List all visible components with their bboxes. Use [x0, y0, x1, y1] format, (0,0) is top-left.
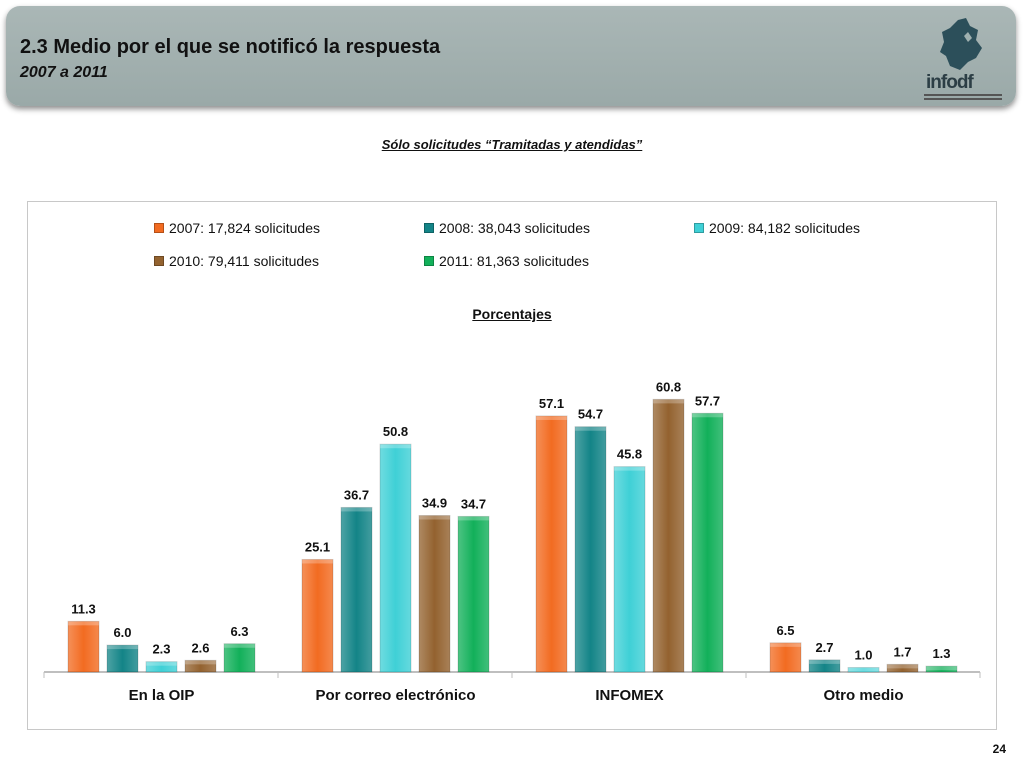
bar: [301, 558, 334, 673]
bar: [574, 426, 607, 673]
page-title: 2.3 Medio por el que se notificó la resp…: [20, 36, 441, 58]
chart-area: 2007: 17,824 solicitudes 2008: 38,043 sol…: [27, 201, 997, 730]
chart-title: Porcentajes: [472, 306, 552, 322]
bar-highlight: [146, 661, 177, 666]
bar-highlight: [185, 660, 216, 665]
bar-highlight: [809, 659, 840, 664]
bar: [808, 659, 841, 673]
data-label: 57.1: [539, 396, 564, 411]
bar-highlight: [536, 415, 567, 420]
bar-highlight: [224, 643, 255, 648]
header-banner: 2.3 Medio por el que se notificó la resp…: [6, 6, 1016, 106]
bar: [145, 661, 178, 673]
chart-note: Sólo solicitudes “Tramitadas y atendidas…: [381, 137, 643, 152]
category-label: En la OIP: [129, 687, 195, 704]
data-label: 6.3: [230, 624, 248, 639]
legend-swatch: [154, 223, 164, 233]
bar-highlight: [419, 515, 450, 520]
bar: [457, 515, 490, 673]
bar-highlight: [380, 444, 411, 449]
data-label: 2.3: [152, 642, 170, 657]
legend-item: 2008: 38,043 solicitudes: [424, 220, 590, 236]
data-label: 2.7: [815, 640, 833, 655]
bar: [535, 415, 568, 673]
data-label: 1.7: [893, 644, 911, 659]
bar-highlight: [107, 645, 138, 650]
bar: [613, 466, 646, 673]
data-label: 1.0: [854, 648, 872, 663]
bar-highlight: [926, 666, 957, 671]
data-label: 25.1: [305, 539, 330, 554]
bar-highlight: [770, 642, 801, 647]
data-label: 36.7: [344, 487, 369, 502]
bar-highlight: [575, 426, 606, 431]
legend-swatch: [424, 223, 434, 233]
legend-label: 2010: 79,411 solicitudes: [169, 253, 319, 269]
legend-item: 2011: 81,363 solicitudes: [424, 253, 589, 269]
bar: [106, 644, 139, 673]
legend-swatch: [154, 256, 164, 266]
bar-highlight: [302, 559, 333, 564]
bar: [886, 663, 919, 673]
data-label: 6.5: [776, 623, 794, 638]
infodf-logo: infodf: [920, 16, 1006, 102]
data-label: 2.6: [191, 640, 209, 655]
bar: [847, 667, 880, 673]
category-label: Otro medio: [823, 687, 903, 704]
data-label: 50.8: [383, 424, 408, 439]
bar: [925, 665, 958, 673]
legend-label: 2009: 84,182 solicitudes: [709, 220, 860, 236]
data-label: 54.7: [578, 407, 603, 422]
data-label: 11.3: [71, 601, 96, 616]
data-label: 45.8: [617, 447, 642, 462]
data-label: 6.0: [113, 625, 131, 640]
bar: [223, 643, 256, 673]
legend-item: 2007: 17,824 solicitudes: [154, 220, 320, 236]
bar-highlight: [887, 664, 918, 669]
category-label: INFOMEX: [595, 687, 663, 704]
legend-swatch: [694, 223, 704, 233]
legend-label: 2007: 17,824 solicitudes: [169, 220, 320, 236]
bar: [67, 620, 100, 673]
data-label: 57.7: [695, 393, 720, 408]
legend-item: 2010: 79,411 solicitudes: [154, 253, 319, 269]
bar-highlight: [848, 667, 879, 672]
legend-item: 2009: 84,182 solicitudes: [694, 220, 860, 236]
bar-chart: 11.3 6.0 2.3 2.6 6.3 En la OIP 25.1 36.7 50.8 34.…: [43, 379, 981, 704]
category-label: Por correo electrónico: [315, 687, 475, 704]
legend-label: 2008: 38,043 solicitudes: [439, 220, 590, 236]
logo-text: infodf: [926, 72, 974, 93]
bar: [418, 515, 451, 673]
bar: [652, 398, 685, 673]
legend-swatch: [424, 256, 434, 266]
bar-highlight: [68, 621, 99, 626]
bar-highlight: [653, 399, 684, 404]
map-icon: [940, 18, 982, 70]
legend-label: 2011: 81,363 solicitudes: [439, 253, 589, 269]
bar: [691, 412, 724, 673]
bar: [340, 506, 373, 673]
bar: [184, 659, 217, 673]
bar: [769, 642, 802, 673]
data-label: 1.3: [932, 646, 950, 661]
bar-highlight: [692, 413, 723, 418]
logo-tagline-art: [924, 94, 1002, 100]
bar-highlight: [341, 507, 372, 512]
data-label: 34.7: [461, 496, 486, 511]
page-subtitle: 2007 a 2011: [20, 64, 108, 81]
bar: [379, 443, 412, 673]
bar-highlight: [614, 466, 645, 471]
page-number: 24: [992, 742, 1006, 756]
data-label: 60.8: [656, 379, 681, 394]
data-label: 34.9: [422, 496, 447, 511]
bar-highlight: [458, 516, 489, 521]
